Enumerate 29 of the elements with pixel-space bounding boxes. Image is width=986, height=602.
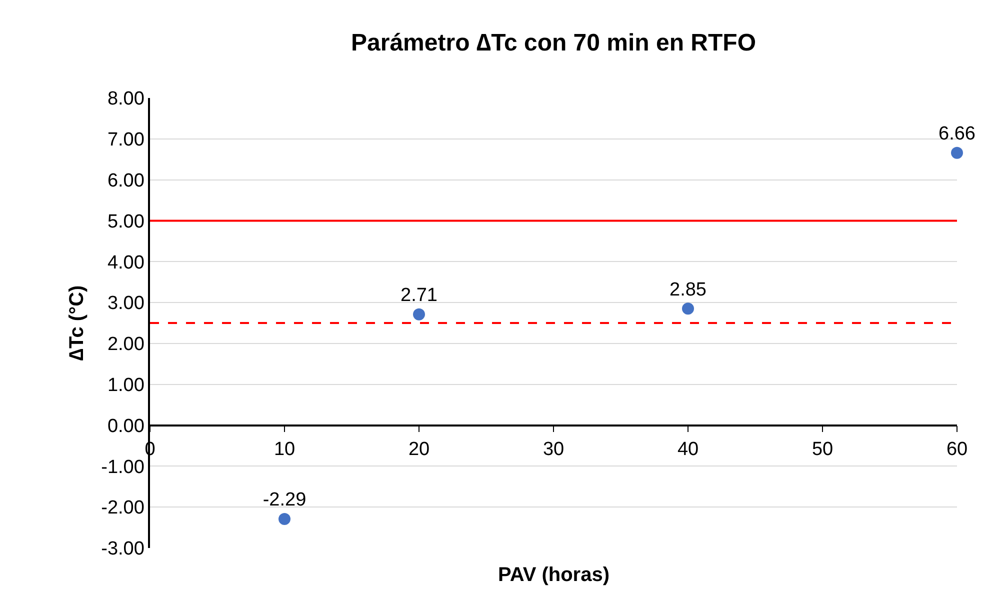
point: [413, 308, 425, 320]
x-tick-label: 20: [408, 438, 430, 460]
chart-title: Parámetro ∆Tc con 70 min en RTFO: [351, 30, 756, 57]
y-tick-label: 8.00: [107, 88, 144, 110]
x-tick-label: 40: [677, 438, 699, 460]
data-label: 6.66: [938, 124, 976, 145]
point: [278, 512, 290, 525]
y-tick-label: 0.00: [107, 416, 144, 437]
y-tick-label: 6.00: [107, 170, 144, 192]
y-tick-label: 3.00: [107, 293, 144, 314]
point: [682, 302, 694, 315]
point: [951, 146, 963, 159]
data-label: -2.29: [262, 490, 306, 511]
y-tick-label: -2.00: [101, 498, 144, 519]
y-tick-label: 1.00: [107, 375, 144, 396]
x-tick-label: 60: [946, 438, 968, 460]
y-axis-title: ∆Tc (°C): [66, 285, 88, 361]
x-tick-label: 10: [274, 438, 296, 460]
y-tick-label: 4.00: [107, 252, 144, 274]
x-tick-label: 50: [812, 438, 834, 460]
y-tick-label: -3.00: [101, 538, 144, 560]
y-tick-label: 2.00: [107, 334, 144, 356]
y-tick-label: -1.00: [101, 456, 144, 478]
data-label: 2.85: [670, 279, 706, 300]
x-tick-label: 30: [542, 438, 564, 460]
data-label: 2.71: [400, 285, 438, 306]
y-tick-label: 5.00: [107, 211, 144, 232]
x-axis-title: PAV (horas): [498, 564, 610, 586]
y-tick-label: 7.00: [107, 130, 144, 151]
